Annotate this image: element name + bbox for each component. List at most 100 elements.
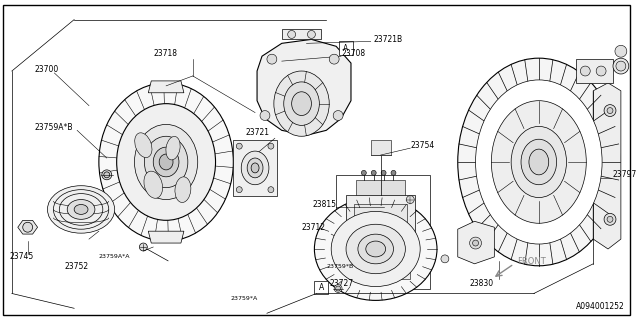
Polygon shape bbox=[593, 83, 621, 249]
Text: A: A bbox=[344, 44, 349, 53]
Circle shape bbox=[260, 111, 270, 120]
Ellipse shape bbox=[166, 136, 180, 160]
Circle shape bbox=[362, 170, 366, 175]
Circle shape bbox=[267, 54, 277, 64]
Ellipse shape bbox=[251, 163, 259, 173]
Circle shape bbox=[391, 170, 396, 175]
Circle shape bbox=[596, 66, 606, 76]
Text: 23815: 23815 bbox=[312, 200, 336, 209]
Polygon shape bbox=[371, 140, 390, 155]
Text: 23700: 23700 bbox=[35, 65, 59, 74]
Circle shape bbox=[329, 54, 339, 64]
Ellipse shape bbox=[175, 177, 191, 203]
Text: A: A bbox=[319, 283, 324, 292]
Text: 23752: 23752 bbox=[64, 262, 88, 271]
Ellipse shape bbox=[458, 58, 620, 266]
Circle shape bbox=[333, 111, 343, 120]
Ellipse shape bbox=[292, 92, 312, 116]
Ellipse shape bbox=[332, 212, 420, 286]
Text: 23718: 23718 bbox=[153, 49, 177, 58]
Text: 23721B: 23721B bbox=[374, 35, 403, 44]
Ellipse shape bbox=[366, 241, 385, 257]
Circle shape bbox=[406, 258, 414, 266]
Text: 23708: 23708 bbox=[341, 49, 365, 58]
Ellipse shape bbox=[529, 149, 548, 175]
Circle shape bbox=[23, 222, 33, 232]
Circle shape bbox=[102, 170, 112, 180]
Polygon shape bbox=[234, 140, 277, 196]
Circle shape bbox=[472, 240, 479, 246]
Ellipse shape bbox=[274, 71, 329, 136]
Circle shape bbox=[607, 216, 613, 222]
Ellipse shape bbox=[153, 147, 179, 177]
Ellipse shape bbox=[492, 101, 586, 223]
Circle shape bbox=[371, 170, 376, 175]
Text: FRONT: FRONT bbox=[517, 257, 546, 266]
FancyBboxPatch shape bbox=[339, 41, 353, 55]
Text: 23721: 23721 bbox=[245, 128, 269, 137]
Ellipse shape bbox=[159, 154, 173, 170]
Ellipse shape bbox=[67, 200, 95, 219]
Ellipse shape bbox=[358, 234, 394, 264]
Ellipse shape bbox=[74, 204, 88, 214]
Circle shape bbox=[334, 284, 342, 292]
Polygon shape bbox=[458, 221, 494, 264]
Circle shape bbox=[613, 58, 628, 74]
Polygon shape bbox=[18, 220, 38, 234]
Text: 23797: 23797 bbox=[613, 170, 637, 179]
Ellipse shape bbox=[241, 151, 269, 185]
Polygon shape bbox=[577, 59, 613, 83]
Ellipse shape bbox=[134, 124, 198, 200]
Text: 23830: 23830 bbox=[470, 279, 493, 288]
Ellipse shape bbox=[476, 80, 602, 244]
Text: 23754: 23754 bbox=[410, 141, 435, 150]
Ellipse shape bbox=[284, 82, 319, 125]
Circle shape bbox=[268, 187, 274, 193]
Text: 23759*A: 23759*A bbox=[230, 296, 258, 301]
Ellipse shape bbox=[144, 171, 163, 198]
Text: 23759*B: 23759*B bbox=[326, 264, 353, 269]
Polygon shape bbox=[346, 195, 415, 259]
Circle shape bbox=[604, 213, 616, 225]
Circle shape bbox=[140, 243, 147, 251]
Circle shape bbox=[441, 255, 449, 263]
Circle shape bbox=[347, 258, 355, 266]
Ellipse shape bbox=[99, 83, 234, 241]
Polygon shape bbox=[282, 29, 321, 39]
Circle shape bbox=[406, 196, 414, 204]
FancyBboxPatch shape bbox=[314, 281, 328, 294]
Ellipse shape bbox=[521, 139, 557, 185]
Polygon shape bbox=[356, 180, 405, 195]
Text: 23745: 23745 bbox=[10, 252, 34, 261]
Circle shape bbox=[335, 286, 340, 291]
Circle shape bbox=[604, 105, 616, 116]
Circle shape bbox=[236, 187, 242, 193]
Text: 23759A*A: 23759A*A bbox=[99, 254, 131, 260]
Ellipse shape bbox=[247, 158, 263, 178]
Ellipse shape bbox=[346, 224, 405, 274]
Ellipse shape bbox=[314, 197, 437, 300]
Polygon shape bbox=[148, 231, 184, 243]
Bar bbox=[336, 175, 430, 289]
Ellipse shape bbox=[511, 126, 566, 197]
Circle shape bbox=[385, 264, 396, 274]
Circle shape bbox=[381, 170, 386, 175]
Circle shape bbox=[236, 143, 242, 149]
Circle shape bbox=[470, 237, 481, 249]
Ellipse shape bbox=[47, 186, 115, 233]
Circle shape bbox=[307, 30, 316, 38]
Circle shape bbox=[616, 61, 626, 71]
Polygon shape bbox=[351, 262, 410, 279]
Circle shape bbox=[288, 30, 296, 38]
Text: 23727: 23727 bbox=[329, 279, 353, 288]
Polygon shape bbox=[354, 204, 407, 249]
Text: 23712: 23712 bbox=[301, 223, 326, 232]
Text: A094001252: A094001252 bbox=[576, 302, 625, 311]
Circle shape bbox=[580, 66, 590, 76]
Polygon shape bbox=[148, 81, 184, 93]
Ellipse shape bbox=[145, 136, 188, 188]
Text: 23759A*B: 23759A*B bbox=[35, 123, 73, 132]
Ellipse shape bbox=[135, 133, 152, 157]
Circle shape bbox=[615, 45, 627, 57]
Circle shape bbox=[268, 143, 274, 149]
